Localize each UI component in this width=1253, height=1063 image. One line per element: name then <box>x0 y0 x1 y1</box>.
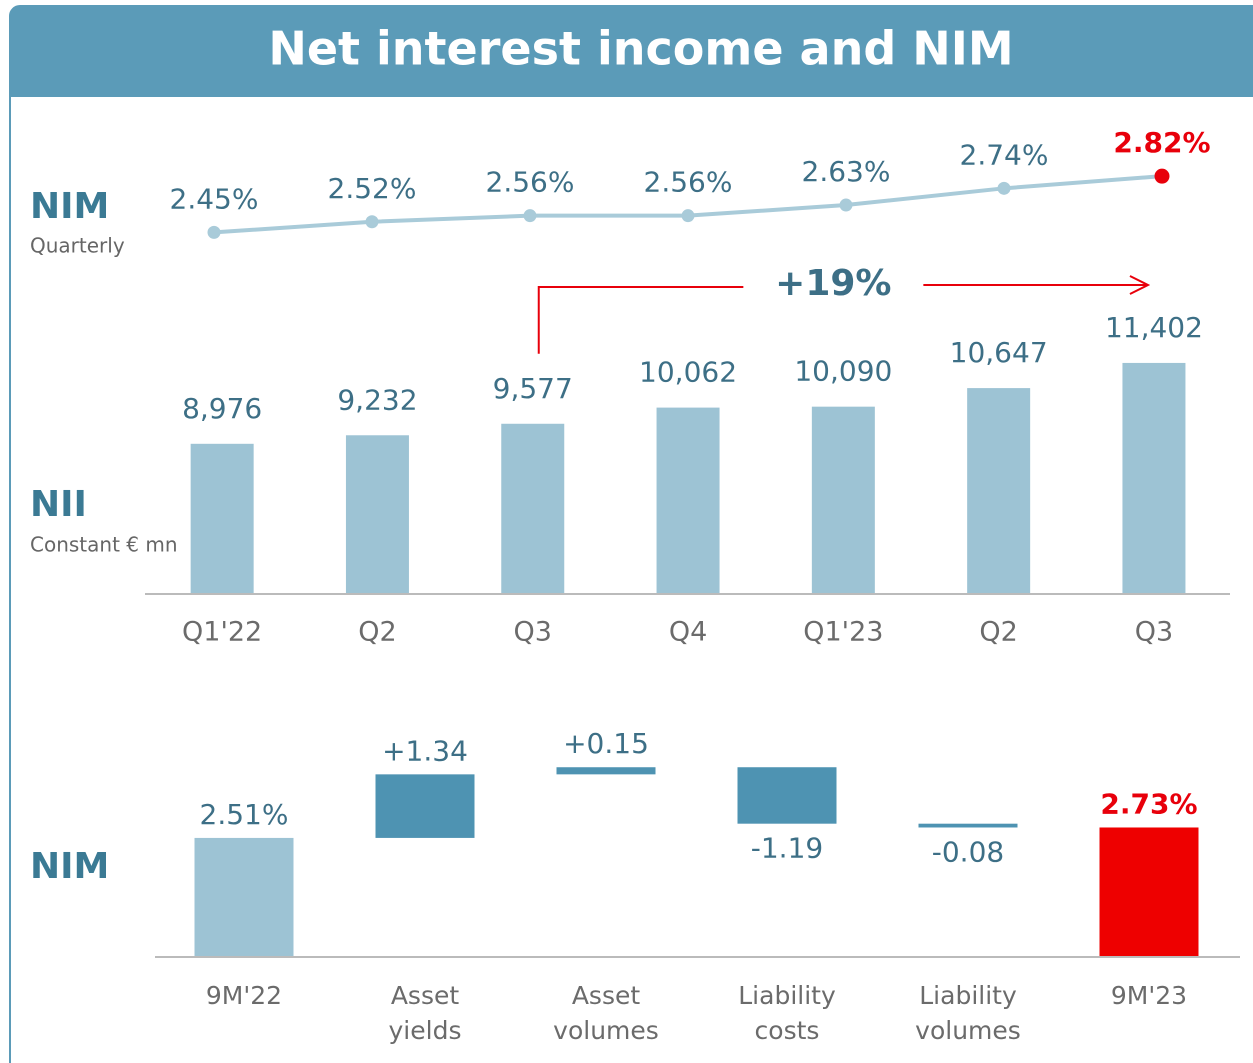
page-title: Net interest income and NIM <box>268 22 1013 76</box>
nim-point <box>207 225 221 239</box>
nii-label: NII <box>30 484 87 525</box>
nim-value-label: 2.63% <box>802 155 891 188</box>
bridge-value-label: 2.73% <box>1100 787 1197 820</box>
total-bar <box>194 837 294 957</box>
nii-value-label: 9,577 <box>493 372 573 405</box>
x-tick-label: Liability costs <box>738 981 836 1045</box>
header-band <box>10 6 1253 97</box>
nii-bar <box>656 407 720 593</box>
nim-point <box>997 181 1011 195</box>
nim-point <box>839 198 853 212</box>
x-tick-label: Asset yields <box>388 981 462 1045</box>
x-tick-label: Q1'22 <box>182 617 262 648</box>
growth-bracket <box>537 286 744 354</box>
x-tick-label: 9M'23 <box>1110 981 1188 1010</box>
nii-value-label: 10,647 <box>950 336 1048 369</box>
delta-bar <box>375 774 475 838</box>
nii-value-label: 10,062 <box>639 356 737 389</box>
delta-bar <box>737 767 837 824</box>
nim-point <box>1154 168 1170 184</box>
bridge-value-label: -1.19 <box>751 832 823 865</box>
delta-bar <box>556 767 656 775</box>
nii-bar <box>190 443 254 593</box>
x-tick-label: Q4 <box>669 617 707 648</box>
bridge-value-label: +0.15 <box>563 727 649 760</box>
nim-value-label: 2.56% <box>486 166 575 199</box>
x-tick-label: Q2 <box>358 617 396 648</box>
total-bar <box>1099 827 1199 957</box>
bridge-value-label: 2.51% <box>200 798 289 831</box>
growth-annotation: +19% <box>775 263 891 304</box>
x-tick-label: Q3 <box>514 617 552 648</box>
nim-label: NIM <box>30 186 109 227</box>
nii-bar <box>967 388 1031 593</box>
nii-value-label: 10,090 <box>794 355 892 388</box>
growth-arrow <box>923 275 1151 295</box>
nii-bar <box>1122 362 1186 593</box>
nii-bar <box>501 423 565 593</box>
x-tick-label: Q2 <box>979 617 1017 648</box>
nii-value-label: 9,232 <box>337 383 417 416</box>
delta-bar <box>918 823 1018 828</box>
nim-value-label: 2.56% <box>644 166 733 199</box>
nim-bridge-label: NIM <box>30 846 109 887</box>
nim-value-label: 2.52% <box>328 172 417 205</box>
x-tick-label: Liability volumes <box>915 981 1021 1045</box>
x-tick-label: Asset volumes <box>553 981 659 1045</box>
x-tick-label: 9M'22 <box>205 981 283 1010</box>
nim-point <box>681 209 695 223</box>
nim-sublabel: Quarterly <box>30 234 125 258</box>
nii-value-label: 8,976 <box>182 392 262 425</box>
nii-sublabel: Constant € mn <box>30 533 178 557</box>
x-tick-label: Q1'23 <box>803 617 883 648</box>
bridge-value-label: +1.34 <box>382 734 468 767</box>
nii-value-label: 11,402 <box>1105 311 1203 344</box>
bridge-value-label: -0.08 <box>932 835 1004 868</box>
nim-value-label: 2.74% <box>960 138 1049 171</box>
nim-point <box>365 215 379 229</box>
nii-bar <box>345 435 409 593</box>
nim-value-label: 2.45% <box>170 182 259 215</box>
nii-bar <box>811 406 875 593</box>
nim-point <box>523 209 537 223</box>
x-tick-label: Q3 <box>1135 617 1173 648</box>
nim-value-label: 2.82% <box>1113 126 1210 159</box>
